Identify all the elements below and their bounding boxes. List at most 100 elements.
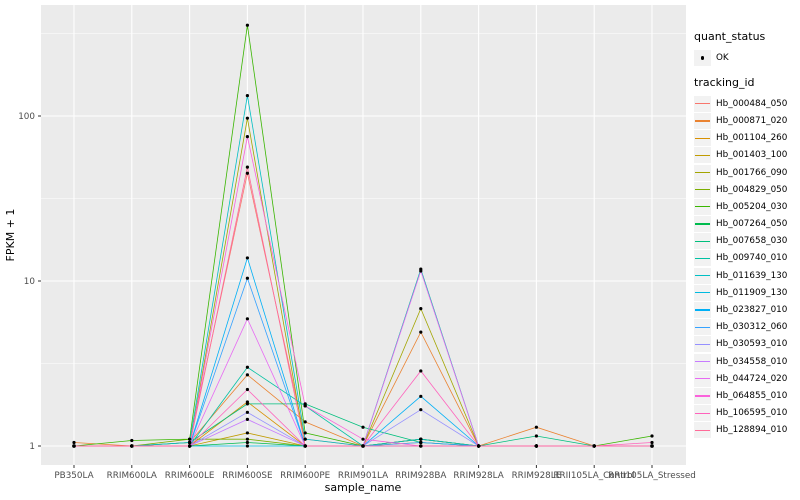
legend-entry-Hb_011639_130: Hb_011639_130 bbox=[694, 267, 800, 284]
legend-entry-label: Hb_000871_020 bbox=[716, 115, 788, 126]
legend-entry-label: Hb_106595_010 bbox=[716, 408, 788, 419]
legend-entry-Hb_011909_130: Hb_011909_130 bbox=[694, 284, 800, 301]
data-point bbox=[419, 369, 423, 373]
line-key-icon bbox=[694, 422, 711, 439]
data-point bbox=[303, 420, 307, 424]
legend-entry-label: Hb_007264_050 bbox=[716, 219, 788, 230]
legend-entry-Hb_004829_050: Hb_004829_050 bbox=[694, 181, 800, 198]
data-point bbox=[245, 431, 249, 435]
data-point bbox=[534, 434, 539, 438]
line-key-icon bbox=[694, 164, 711, 181]
data-point bbox=[72, 444, 76, 448]
series-color-line bbox=[695, 137, 710, 139]
data-point bbox=[419, 444, 423, 448]
series-color-line bbox=[695, 429, 710, 431]
data-point bbox=[419, 330, 423, 334]
series-color-line bbox=[695, 378, 710, 380]
data-point bbox=[245, 373, 249, 377]
line-key-icon bbox=[694, 130, 711, 147]
data-point bbox=[245, 276, 249, 280]
legend-entry-Hb_001403_100: Hb_001403_100 bbox=[694, 147, 800, 164]
legend-entry-label: Hb_001766_090 bbox=[716, 167, 788, 178]
legend-entry-label: Hb_128894_010 bbox=[716, 425, 788, 436]
series-color-line bbox=[695, 412, 710, 414]
legend-entry-Hb_007658_030: Hb_007658_030 bbox=[694, 233, 800, 250]
data-point bbox=[303, 431, 307, 435]
tracking-id-legend: tracking_id Hb_000484_050 Hb_000871_020 Hb… bbox=[694, 76, 800, 439]
data-point bbox=[245, 256, 249, 260]
line-key-icon bbox=[694, 95, 711, 112]
legend-entry-Hb_009740_010: Hb_009740_010 bbox=[694, 250, 800, 267]
line-key-icon bbox=[694, 267, 711, 284]
x-tick-label: RRIM600LA bbox=[107, 471, 157, 481]
legend-entry-label: Hb_005204_030 bbox=[716, 201, 788, 212]
legend-entry-label: Hb_034558_010 bbox=[716, 356, 788, 367]
data-point bbox=[130, 444, 134, 448]
series-color-line bbox=[695, 395, 710, 397]
legend-entry-label: Hb_044724_020 bbox=[716, 373, 788, 384]
data-point bbox=[245, 317, 249, 321]
legend-entry-Hb_023827_010: Hb_023827_010 bbox=[694, 301, 800, 319]
data-point bbox=[534, 444, 539, 448]
legend-entry-label: Hb_001104_260 bbox=[716, 133, 788, 144]
line-key-icon bbox=[694, 181, 711, 198]
series-color-line bbox=[695, 343, 710, 345]
legend-entry-Hb_001766_090: Hb_001766_090 bbox=[694, 164, 800, 181]
series-color-line bbox=[695, 206, 710, 208]
legend-entry-label: Hb_007658_030 bbox=[716, 236, 788, 247]
legend-entry-Hb_128894_010: Hb_128894_010 bbox=[694, 422, 800, 439]
data-point bbox=[188, 440, 192, 445]
series-color-line bbox=[695, 171, 710, 174]
data-point bbox=[245, 165, 249, 169]
series-color-line bbox=[695, 223, 710, 225]
legend-panel: quant_status OK tracking_id Hb_000484_05… bbox=[694, 30, 800, 439]
data-point bbox=[245, 387, 249, 392]
x-tick-label: RRIM600LE bbox=[165, 471, 215, 481]
tracking-id-list: Hb_000484_050 Hb_000871_020 Hb_001104_260 H… bbox=[694, 95, 800, 439]
line-key-icon bbox=[694, 233, 711, 250]
line-key-icon bbox=[694, 112, 711, 129]
x-tick-label: RRIM928BA bbox=[395, 471, 446, 481]
data-point bbox=[245, 23, 249, 27]
line-key-icon bbox=[694, 302, 711, 319]
data-point bbox=[419, 307, 423, 311]
series-color-line bbox=[695, 326, 710, 328]
data-point bbox=[245, 171, 249, 175]
series-color-line bbox=[695, 360, 710, 363]
x-tick-label: RRII105LA_Stressed bbox=[608, 471, 696, 481]
line-key-icon bbox=[694, 370, 711, 387]
x-tick-label: RRIM928LE bbox=[512, 471, 562, 481]
data-point bbox=[303, 404, 307, 408]
data-point bbox=[245, 116, 249, 120]
data-point bbox=[245, 440, 249, 445]
x-tick-label: RRIM600SE bbox=[222, 471, 272, 481]
legend-entry-label: Hb_011909_130 bbox=[716, 287, 788, 298]
data-point bbox=[245, 437, 249, 441]
series-color-line bbox=[695, 189, 710, 191]
x-tick-label: RRIM901LA bbox=[338, 471, 388, 481]
data-point bbox=[534, 425, 539, 429]
x-tick-label: RRII105LA_Control bbox=[553, 471, 635, 481]
line-key-icon bbox=[694, 353, 711, 370]
data-point bbox=[245, 417, 249, 421]
legend-entry-Hb_034558_010: Hb_034558_010 bbox=[694, 353, 800, 370]
legend-entry-label: Hb_009740_010 bbox=[716, 253, 788, 264]
data-point bbox=[245, 365, 249, 369]
data-point bbox=[419, 394, 423, 398]
data-point bbox=[650, 440, 654, 445]
line-key-icon bbox=[694, 319, 711, 336]
legend-entry-label: Hb_000484_050 bbox=[716, 98, 788, 109]
data-point bbox=[361, 437, 365, 441]
legend-entry-Hb_030593_010: Hb_030593_010 bbox=[694, 336, 800, 353]
data-point bbox=[419, 408, 423, 412]
legend-entry-label: Hb_023827_010 bbox=[716, 305, 788, 316]
data-point bbox=[419, 440, 423, 445]
x-tick-label: RRIM600PE bbox=[280, 471, 330, 481]
legend-entry-Hb_000484_050: Hb_000484_050 bbox=[694, 95, 800, 112]
data-point bbox=[245, 402, 249, 406]
legend-entry-label: Hb_001403_100 bbox=[716, 150, 788, 161]
legend-entry-label: Hb_030593_010 bbox=[716, 339, 788, 350]
series-color-line bbox=[695, 154, 710, 156]
